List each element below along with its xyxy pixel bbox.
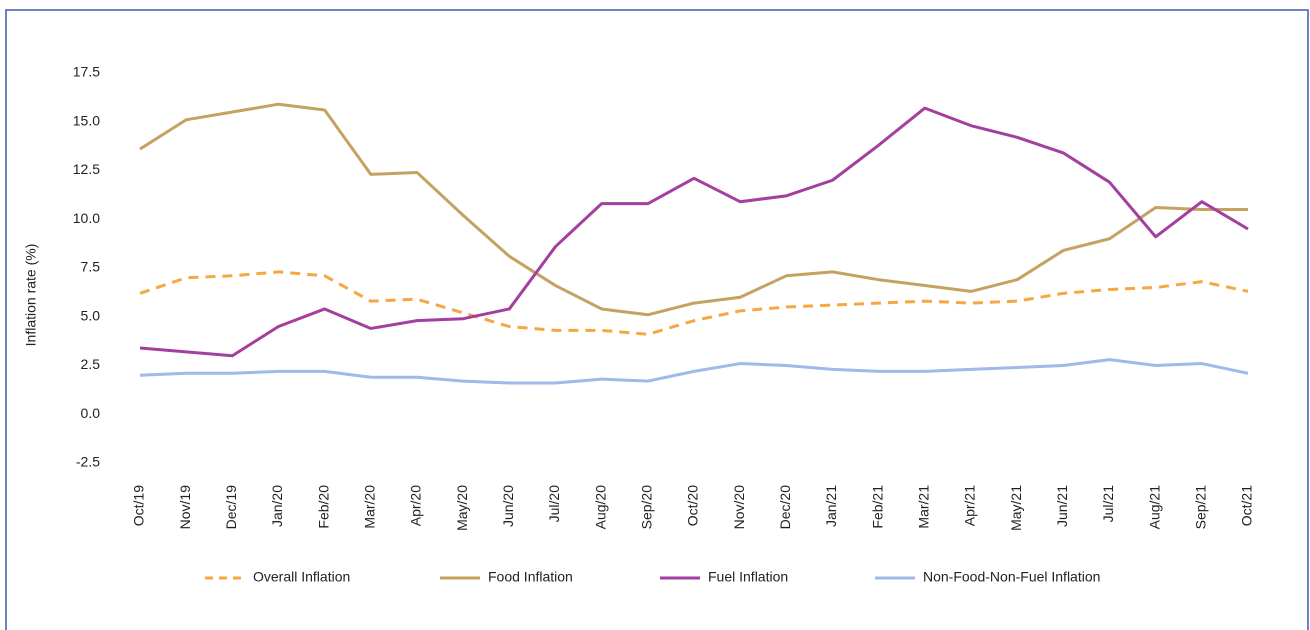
y-tick-label: 17.5 <box>73 64 100 80</box>
x-tick-label: Oct/21 <box>1239 485 1255 526</box>
x-tick-label: May/21 <box>1008 485 1024 531</box>
y-axis-label: Inflation rate (%) <box>23 244 39 347</box>
line <box>139 358 1249 385</box>
x-tick-label: Jan/21 <box>823 485 839 527</box>
x-tick-label: Feb/20 <box>315 485 331 529</box>
x-tick-label: Jun/20 <box>500 485 516 527</box>
x-tick-label: Nov/19 <box>177 485 193 530</box>
x-tick-label: Sep/20 <box>639 485 655 530</box>
x-tick-label: Jan/20 <box>269 485 285 527</box>
line <box>139 270 1249 336</box>
legend-label: Non-Food-Non-Fuel Inflation <box>923 569 1100 585</box>
legend-label: Food Inflation <box>488 569 573 585</box>
x-tick-label: Feb/21 <box>869 485 885 529</box>
x-tick-label: Apr/20 <box>408 485 424 526</box>
x-tick-label: Aug/20 <box>592 485 608 530</box>
line <box>139 102 1248 317</box>
y-tick-label: 10.0 <box>73 210 100 226</box>
x-tick-label: Aug/21 <box>1146 485 1162 530</box>
x-tick-label: Nov/20 <box>731 485 747 530</box>
y-tick-label: 0.0 <box>81 405 101 421</box>
x-tick-label: Dec/20 <box>777 485 793 530</box>
y-tick-label: 5.0 <box>81 307 101 323</box>
y-tick-label: -2.5 <box>76 454 100 470</box>
legend-label: Overall Inflation <box>253 569 350 585</box>
x-tick-label: Jul/21 <box>1100 485 1116 523</box>
y-tick-label: 15.0 <box>73 112 100 128</box>
line <box>139 106 1249 358</box>
legend-label: Fuel Inflation <box>708 569 788 585</box>
x-tick-label: Sep/21 <box>1193 485 1209 530</box>
x-tick-label: Oct/20 <box>685 485 701 526</box>
frame <box>5 9 1309 630</box>
x-tick-label: Mar/21 <box>916 485 932 529</box>
x-tick-label: Dec/19 <box>223 485 239 530</box>
x-tick-label: Jul/20 <box>546 485 562 523</box>
y-tick-label: 12.5 <box>73 161 100 177</box>
x-tick-label: Apr/21 <box>962 485 978 526</box>
x-tick-label: May/20 <box>454 485 470 531</box>
x-tick-label: Jun/21 <box>1054 485 1070 527</box>
y-tick-label: 2.5 <box>81 356 101 372</box>
x-tick-label: Mar/20 <box>362 485 378 529</box>
y-tick-label: 7.5 <box>81 259 101 275</box>
x-tick-label: Oct/19 <box>131 485 147 526</box>
